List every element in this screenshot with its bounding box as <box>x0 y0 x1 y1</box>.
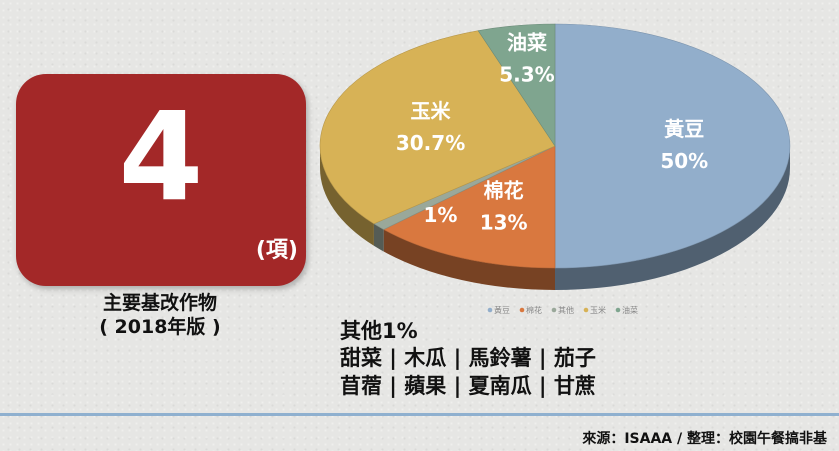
legend-swatch-油菜 <box>615 307 621 313</box>
crop-count-unit: (項) <box>255 238 298 263</box>
pie-slice-黃豆 <box>554 23 791 269</box>
crop-count-number: 4 <box>118 86 204 228</box>
panel-caption-year: ( 2018年版 ) <box>99 316 221 338</box>
pie-value-玉米: 30.7% <box>396 131 465 155</box>
pie-label-玉米: 玉米 <box>411 99 452 123</box>
legend-item-油菜: 油菜 <box>622 305 638 315</box>
pie-slice-油菜 <box>477 23 556 147</box>
pie-side-黃豆 <box>555 146 790 290</box>
pie-label-油菜: 油菜 <box>507 30 547 54</box>
other-crops-line-2: 苜蓿 | 蘋果 | 夏南瓜 | 甘蔗 <box>340 373 596 398</box>
panel-caption-title: 主要基改作物 <box>102 292 217 314</box>
pie-legend: 黃豆 棉花 其他 玉米 油菜 <box>487 305 638 315</box>
pie-slice-棉花 <box>383 145 556 269</box>
pie-value-棉花: 13% <box>480 211 528 235</box>
pie-label-黃豆: 黃豆 <box>664 117 704 141</box>
other-crops-block: 其他1% 甜菜 | 木瓜 | 馬鈴薯 | 茄子 苜蓿 | 蘋果 | 夏南瓜 | … <box>340 318 596 400</box>
other-crops-line-1: 甜菜 | 木瓜 | 馬鈴薯 | 茄子 <box>340 346 596 371</box>
pie-side-其他 <box>373 223 384 252</box>
legend-item-玉米: 玉米 <box>590 305 606 315</box>
legend-item-其他: 其他 <box>558 305 574 315</box>
pie-label-棉花: 棉花 <box>484 179 524 203</box>
source-credit: 來源：ISAAA / 整理：校園午餐搞非基 <box>582 431 827 447</box>
pie-slice-玉米 <box>319 30 556 225</box>
legend-swatch-玉米 <box>583 307 589 313</box>
legend-swatch-黃豆 <box>487 307 493 313</box>
pie-side-玉米 <box>320 146 374 246</box>
legend-item-棉花: 棉花 <box>526 305 542 315</box>
crop-count-panel: 4 (項) <box>16 74 306 286</box>
footer-divider <box>0 413 839 416</box>
pie-value-油菜: 5.3% <box>499 62 554 86</box>
legend-item-黃豆: 黃豆 <box>494 305 510 315</box>
legend-swatch-其他 <box>551 307 557 313</box>
legend-swatch-棉花 <box>519 307 525 313</box>
pie-chart-area: 黃豆 50% 棉花 13% 1% 玉米 30.7% 油菜 5.3% 黃豆 棉花 其他 玉米 油菜 <box>310 8 835 328</box>
pie-value-黃豆: 50% <box>660 149 708 173</box>
other-crops-heading: 其他1% <box>340 319 418 343</box>
pie-value-其他: 1% <box>423 203 457 227</box>
